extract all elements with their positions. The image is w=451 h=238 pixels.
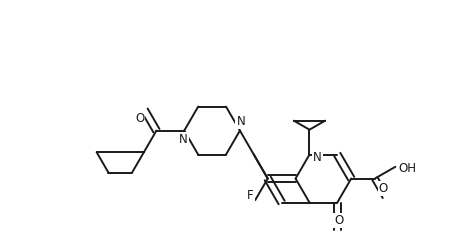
Text: O: O [334, 214, 343, 227]
Text: N: N [313, 151, 321, 164]
Text: O: O [135, 112, 144, 125]
Text: N: N [179, 133, 187, 146]
Text: F: F [246, 189, 253, 202]
Text: OH: OH [397, 162, 415, 175]
Text: O: O [378, 182, 387, 195]
Text: N: N [236, 115, 245, 128]
